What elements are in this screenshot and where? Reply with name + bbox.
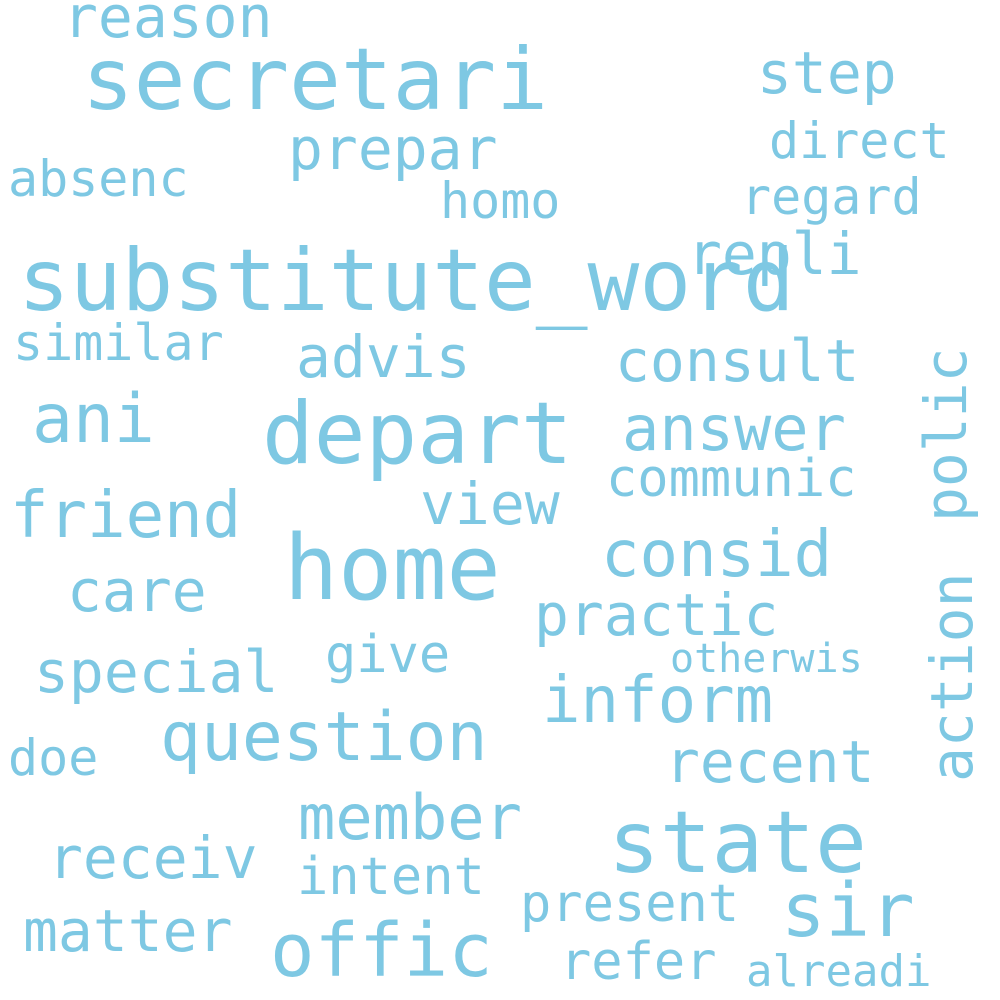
word-otherwis: otherwis bbox=[670, 636, 863, 682]
word-communic: communic bbox=[606, 449, 857, 509]
word-question: question bbox=[160, 698, 488, 777]
word-friend: friend bbox=[10, 479, 242, 553]
word-action: action bbox=[918, 572, 986, 782]
word-alreadi: alreadi bbox=[746, 946, 932, 997]
word-reason: reason bbox=[63, 0, 273, 51]
word-view: view bbox=[420, 470, 560, 538]
word-practic: practic bbox=[534, 581, 779, 649]
word-consult: consult bbox=[615, 327, 860, 395]
word-direct: direct bbox=[769, 112, 950, 170]
word-special: special bbox=[34, 638, 279, 706]
word-absenc: absenc bbox=[8, 150, 189, 208]
word-step: step bbox=[757, 39, 897, 107]
word-prepar: prepar bbox=[288, 115, 498, 183]
word-intent: intent bbox=[297, 847, 485, 907]
word-secretari: secretari bbox=[82, 30, 548, 130]
word-matter: matter bbox=[23, 897, 233, 965]
word-home: home bbox=[284, 516, 501, 621]
word-answer: answer bbox=[622, 392, 846, 465]
word-receiv: receiv bbox=[48, 824, 258, 892]
word-care: care bbox=[67, 557, 207, 625]
word-member: member bbox=[298, 781, 522, 854]
word-homo: homo bbox=[440, 172, 561, 230]
word-repli: repli bbox=[687, 220, 862, 288]
word-present: present bbox=[520, 874, 740, 934]
word-doe: doe bbox=[8, 729, 99, 787]
word-offic: offic bbox=[270, 908, 493, 994]
word-similar: similar bbox=[13, 314, 224, 372]
word-recent: recent bbox=[665, 728, 875, 796]
word-substitute-word: substitute_word bbox=[18, 231, 795, 331]
word-polic: polic bbox=[912, 347, 980, 522]
word-state: state bbox=[608, 793, 867, 893]
word-regard: regard bbox=[741, 168, 922, 226]
word-advis: advis bbox=[296, 323, 471, 391]
word-depart: depart bbox=[262, 384, 573, 484]
word-give: give bbox=[325, 625, 451, 685]
word-sir: sir bbox=[781, 868, 915, 954]
word-consid: consid bbox=[601, 518, 833, 592]
word-inform: inform bbox=[542, 664, 774, 738]
word-refer: refer bbox=[560, 932, 717, 992]
word-ani: ani bbox=[32, 380, 155, 459]
